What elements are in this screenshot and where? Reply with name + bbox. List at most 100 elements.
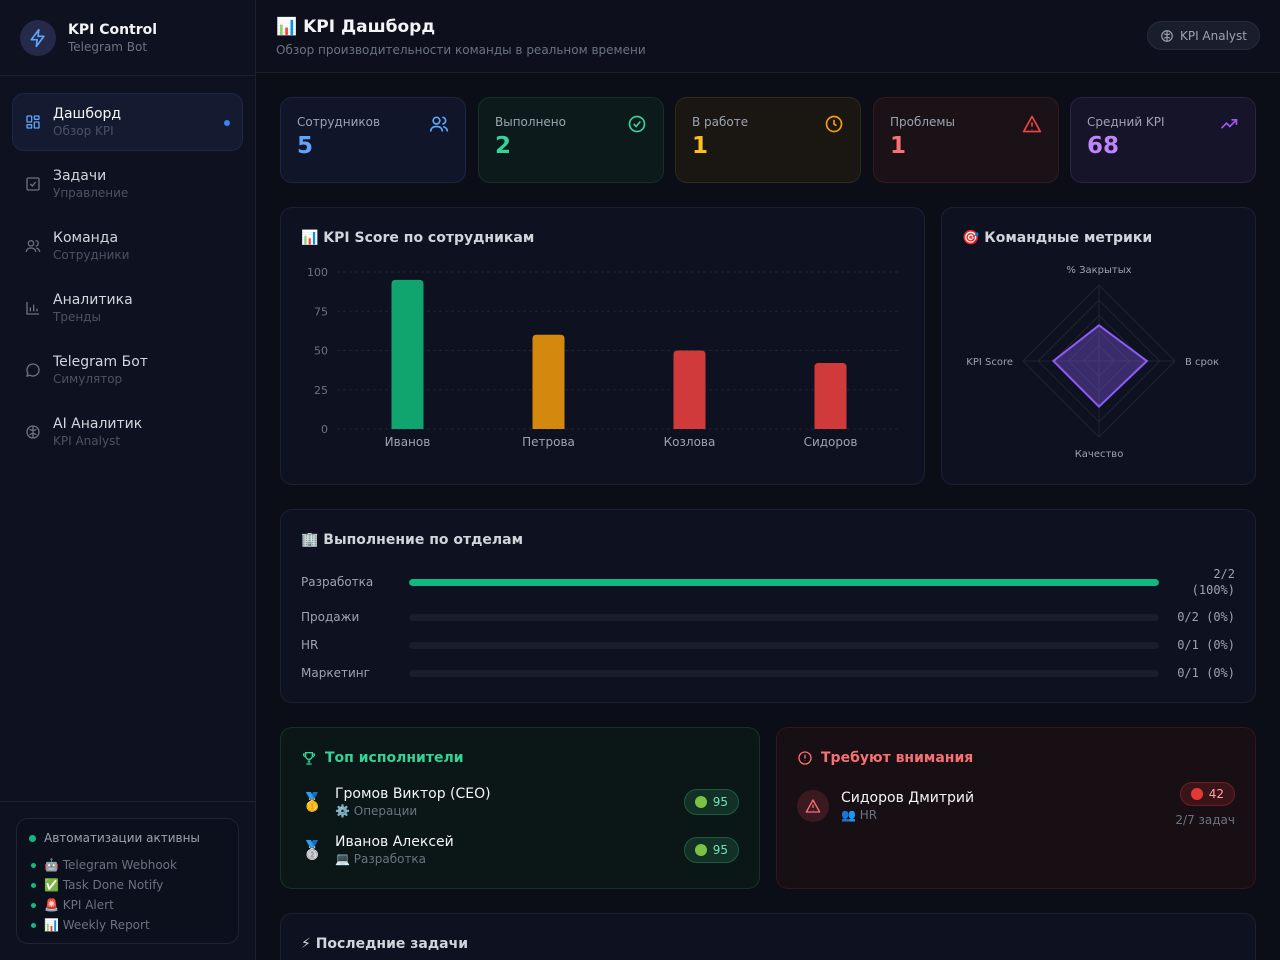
- department-value-line: 2/2: [1213, 567, 1235, 581]
- green-circle-icon: [694, 796, 707, 808]
- automation-label: 🤖 Telegram Webhook: [44, 858, 177, 872]
- performer-dept: ⚙️ Операции: [335, 804, 418, 818]
- top-performers-header: Топ исполнители: [301, 750, 464, 766]
- sidebar-item-sub: KPI Analyst: [53, 434, 121, 448]
- department-row: Продажи 0/2 (0%): [301, 609, 1235, 625]
- clock-icon: [824, 114, 844, 138]
- brand-subtitle: Telegram Bot: [68, 39, 148, 54]
- x-tick-label: Иванов: [385, 435, 431, 449]
- recent-tasks-card: ⚡ Последние задачи: [280, 913, 1256, 960]
- radar-axis-label: KPI Score: [966, 357, 1013, 368]
- sidebar-item-tasks[interactable]: Задачи Управление: [12, 155, 243, 213]
- warning-icon: [797, 790, 829, 822]
- sidebar-nav: Дашборд Обзор KPI Задачи Управление Кома…: [0, 76, 255, 461]
- warning-icon: [1022, 114, 1042, 138]
- attention-row[interactable]: Сидоров Дмитрий 👥 HR 42 2/7 задач: [797, 782, 1235, 827]
- silver-medal-icon: 🥈: [301, 839, 324, 861]
- lightning-icon: [20, 19, 56, 56]
- top-performers-card: Топ исполнители 🥇 Громов Виктор (CEO) ⚙️…: [280, 727, 760, 889]
- radar-axis-label: % Закрытых: [1066, 265, 1131, 276]
- sidebar-item-team[interactable]: Команда Сотрудники: [12, 217, 243, 275]
- performer-row[interactable]: 🥈 Иванов Алексей 💻 Разработка 95: [301, 830, 739, 870]
- score-value: 42: [1208, 787, 1224, 801]
- y-tick-label: 25: [314, 384, 328, 397]
- sidebar-item-analytics[interactable]: Аналитика Тренды: [12, 279, 243, 337]
- automations-panel: Автоматизации активны 🤖 Telegram Webhook…: [16, 818, 239, 944]
- score-value: 95: [712, 795, 728, 809]
- radar-axis-label: Качество: [1075, 449, 1124, 460]
- stat-label: Средний KPI: [1087, 115, 1165, 129]
- radar-series: [1051, 324, 1149, 408]
- attention-title: Требуют внимания: [821, 750, 974, 766]
- y-tick-label: 75: [314, 305, 328, 318]
- sidebar-item-label: Дашборд: [53, 106, 122, 122]
- progress-bar: [409, 613, 1159, 621]
- progress-fill: [409, 578, 1159, 586]
- kpi-analyst-button[interactable]: KPI Analyst: [1146, 21, 1260, 50]
- attention-name: Сидоров Дмитрий: [841, 790, 975, 806]
- bar: [532, 334, 565, 429]
- score-badge: 42: [1179, 782, 1235, 806]
- team-metrics-title: 🎯 Командные метрики: [962, 230, 1153, 246]
- x-tick-label: Петрова: [522, 435, 575, 449]
- departments-title: 🏢 Выполнение по отделам: [301, 532, 524, 548]
- automations-title-text: Автоматизации активны: [44, 831, 200, 845]
- department-name: Маркетинг: [301, 666, 370, 680]
- performer-row[interactable]: 🥇 Громов Виктор (CEO) ⚙️ Операции 95: [301, 782, 739, 822]
- trophy-icon: [302, 752, 316, 765]
- bar: [814, 363, 847, 429]
- department-name: Разработка: [301, 575, 374, 589]
- sidebar-item-sub: Обзор KPI: [53, 124, 114, 138]
- bar: [391, 279, 424, 429]
- automation-item: 📊 Weekly Report: [29, 915, 226, 935]
- automation-label: 🚨 KPI Alert: [44, 898, 114, 912]
- red-circle-icon: [1190, 788, 1203, 800]
- stat-label: Выполнено: [495, 115, 566, 129]
- x-tick-label: Сидоров: [804, 435, 858, 449]
- bar-chart-icon: [25, 300, 41, 316]
- brain-icon: [1161, 29, 1173, 42]
- department-row: HR 0/1 (0%): [301, 637, 1235, 653]
- score-value: 95: [712, 843, 728, 857]
- kpi-analyst-button-label: KPI Analyst: [1179, 28, 1247, 43]
- radar-axis-label: В срок: [1185, 357, 1219, 368]
- progress-bar: [409, 578, 1159, 586]
- sidebar-item-dashboard[interactable]: Дашборд Обзор KPI: [12, 93, 243, 151]
- sidebar-item-label: Задачи: [53, 168, 107, 184]
- active-indicator: [224, 120, 230, 126]
- stat-card-avg-kpi: Средний KPI 68: [1070, 97, 1256, 183]
- recent-tasks-title: ⚡ Последние задачи: [301, 936, 469, 952]
- divider: [0, 801, 256, 802]
- department-name: HR: [301, 638, 319, 652]
- bar: [673, 350, 706, 429]
- department-value: 0/2 (0%): [1177, 610, 1235, 624]
- checkbox-icon: [25, 176, 41, 192]
- performer-dept: 💻 Разработка: [335, 852, 427, 866]
- automation-label: ✅ Task Done Notify: [44, 878, 164, 892]
- alert-circle-icon: [798, 751, 812, 765]
- stat-label: Проблемы: [890, 115, 955, 129]
- departments-card: 🏢 Выполнение по отделам Разработка 2/2 (…: [280, 509, 1256, 703]
- sidebar-item-label: Telegram Бот: [53, 354, 148, 370]
- stat-card-done: Выполнено 2: [478, 97, 664, 183]
- sidebar-item-telegram-bot[interactable]: Telegram Бот Симулятор: [12, 341, 243, 399]
- brain-icon: [25, 424, 41, 440]
- brand-title: KPI Control: [68, 21, 158, 38]
- gold-medal-icon: 🥇: [301, 791, 324, 813]
- brand: KPI Control Telegram Bot: [0, 0, 255, 76]
- sidebar-item-ai-analyst[interactable]: AI Аналитик KPI Analyst: [12, 403, 243, 461]
- kpi-chart-card: 📊 KPI Score по сотрудникам 0 25 50 75 100 Ива…: [280, 207, 925, 485]
- status-dot: [31, 882, 36, 888]
- sidebar-item-label: AI Аналитик: [53, 416, 143, 432]
- attention-dept: 👥 HR: [841, 808, 878, 822]
- top-performers-title: Топ исполнители: [325, 750, 464, 766]
- chat-icon: [25, 362, 41, 378]
- stat-value: 1: [692, 133, 709, 159]
- department-name: Продажи: [301, 610, 360, 624]
- stat-value: 1: [890, 133, 907, 159]
- department-value: 0/1 (0%): [1177, 666, 1235, 680]
- automations-title: Автоматизации активны: [29, 831, 226, 845]
- status-dot: [31, 862, 36, 868]
- stat-label: Сотрудников: [297, 115, 381, 129]
- green-circle-icon: [694, 844, 707, 856]
